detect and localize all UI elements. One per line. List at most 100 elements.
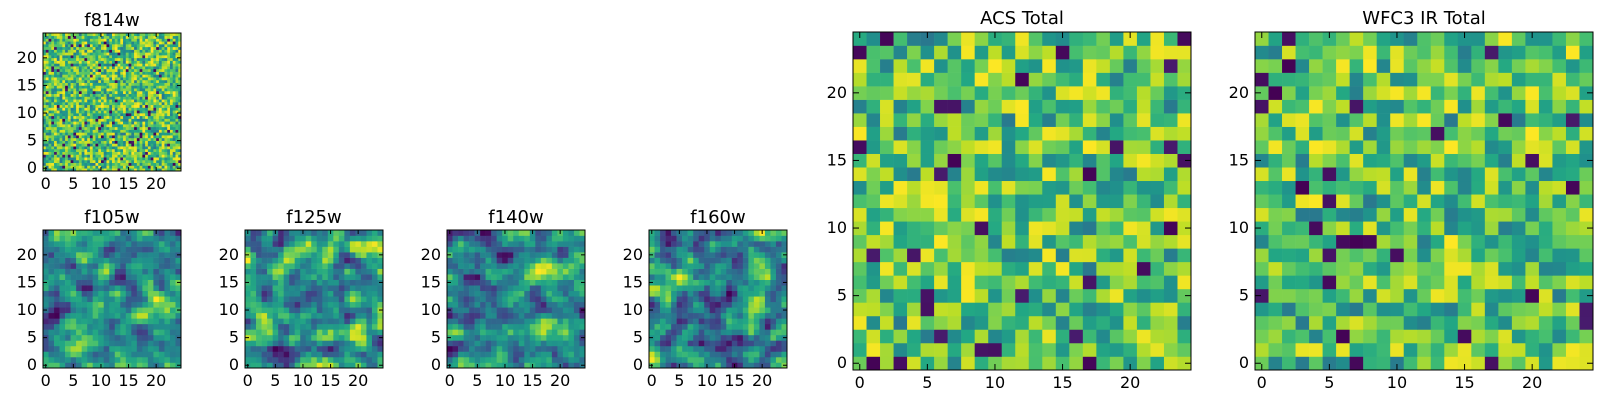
heatmap-cell: [106, 113, 109, 116]
heatmap-cell: [115, 36, 118, 39]
heatmap-cell: [173, 50, 176, 53]
heatmap-cell: [79, 160, 82, 163]
heatmap-cell: [311, 318, 317, 324]
heatmap-cell: [491, 335, 497, 341]
heatmap-cell: [148, 346, 154, 352]
heatmap-cell: [743, 335, 749, 341]
heatmap-cell: [458, 269, 464, 275]
heatmap-cell: [164, 152, 167, 155]
heatmap-cell: [54, 351, 60, 357]
heatmap-cell: [68, 44, 71, 47]
heatmap-cell: [164, 329, 170, 335]
heatmap-cell: [145, 52, 148, 55]
heatmap-cell: [469, 247, 475, 253]
heatmap-cell: [175, 346, 181, 352]
heatmap-cell: [49, 302, 55, 308]
heatmap-cell: [145, 85, 148, 88]
heatmap-cell: [350, 351, 356, 357]
heatmap-cell: [71, 329, 77, 335]
heatmap-cell: [688, 313, 694, 319]
heatmap-cell: [164, 263, 170, 269]
heatmap-cell: [170, 163, 173, 166]
heatmap-cell: [262, 280, 268, 286]
heatmap-cell: [159, 307, 165, 313]
heatmap-cell: [93, 351, 99, 357]
heatmap-cell: [306, 313, 312, 319]
heatmap-cell: [46, 91, 49, 94]
heatmap-cell: [137, 141, 140, 144]
heatmap-cell: [497, 241, 503, 247]
heatmap-cell: [170, 160, 173, 163]
heatmap-cell: [710, 351, 716, 357]
heatmap-cell: [173, 61, 176, 64]
heatmap-cell: [137, 274, 143, 280]
heatmap-cell: [98, 77, 101, 80]
heatmap-cell: [73, 113, 76, 116]
heatmap-cell: [306, 302, 312, 308]
heatmap-cell: [109, 152, 112, 155]
heatmap-cell: [453, 236, 459, 242]
heatmap-cell: [284, 291, 290, 297]
heatmap-cell: [109, 77, 112, 80]
heatmap-cell: [140, 130, 143, 133]
heatmap-cell: [164, 58, 167, 61]
heatmap-cell: [101, 108, 104, 111]
heatmap-cell: [574, 252, 580, 258]
heatmap-cell: [306, 318, 312, 324]
heatmap-cell: [159, 165, 162, 168]
heatmap-cell: [170, 263, 176, 269]
heatmap-cell: [57, 119, 60, 122]
heatmap-cell: [62, 105, 65, 108]
heatmap-cell: [93, 102, 96, 105]
x-tick-label: 0: [243, 371, 253, 390]
heatmap-cell: [502, 291, 508, 297]
heatmap-cell: [300, 263, 306, 269]
heatmap-cell: [101, 110, 104, 113]
heatmap-cell: [60, 143, 63, 146]
heatmap-cell: [776, 285, 782, 291]
heatmap-cell: [300, 269, 306, 275]
heatmap-cell: [115, 83, 118, 86]
heatmap-cell: [120, 50, 123, 53]
heatmap-cell: [54, 77, 57, 80]
heatmap-cell: [95, 154, 98, 157]
heatmap-cell: [170, 157, 173, 160]
heatmap-cell: [289, 324, 295, 330]
heatmap-cell: [93, 85, 96, 88]
heatmap-cell: [153, 241, 159, 247]
heatmap-cell: [737, 346, 743, 352]
heatmap-cell: [145, 39, 148, 42]
heatmap-cell: [541, 329, 547, 335]
heatmap-cell: [115, 132, 118, 135]
heatmap-cell: [95, 36, 98, 39]
heatmap-cell: [134, 83, 137, 86]
heatmap-cell: [106, 80, 109, 83]
heatmap-cell: [145, 116, 148, 119]
heatmap-cell: [267, 247, 273, 253]
heatmap-cell: [126, 263, 132, 269]
heatmap-cell: [480, 269, 486, 275]
heatmap-cell: [175, 130, 178, 133]
heatmap-cell: [557, 269, 563, 275]
heatmap-cell: [350, 269, 356, 275]
heatmap-cell: [151, 39, 154, 42]
heatmap-cell: [129, 72, 132, 75]
heatmap-cell: [93, 72, 96, 75]
heatmap-cell: [486, 236, 492, 242]
heatmap-cell: [311, 296, 317, 302]
heatmap-cell: [62, 113, 65, 116]
heatmap-cell: [530, 346, 536, 352]
heatmap-cell: [87, 357, 93, 363]
heatmap-cell: [170, 346, 176, 352]
heatmap-cell: [519, 230, 525, 236]
heatmap-cell: [62, 74, 65, 77]
heatmap-cell: [262, 252, 268, 258]
heatmap-cell: [87, 105, 90, 108]
heatmap-cell: [162, 61, 165, 64]
heatmap-cell: [156, 138, 159, 141]
heatmap-cell: [262, 362, 268, 368]
heatmap-cell: [153, 113, 156, 116]
heatmap-cell: [112, 165, 115, 168]
heatmap-cell: [167, 72, 170, 75]
heatmap-cell: [737, 351, 743, 357]
